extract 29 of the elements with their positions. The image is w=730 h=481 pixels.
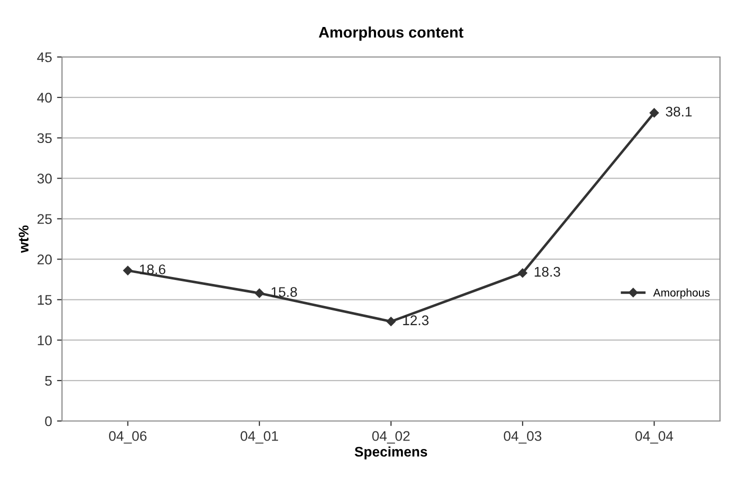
data-label: 15.8 bbox=[272, 287, 297, 297]
y-tick-label: 25 bbox=[38, 214, 52, 224]
point bbox=[650, 108, 659, 118]
y-tick-label: 5 bbox=[45, 376, 52, 386]
y-tick-label: 40 bbox=[37, 92, 52, 103]
point bbox=[254, 288, 264, 298]
y-tick-label: 0 bbox=[45, 416, 52, 426]
y-tick-label: 35 bbox=[37, 133, 52, 144]
point bbox=[123, 266, 132, 276]
chart-title: Amorphous content bbox=[318, 26, 464, 41]
y-tick-label: 45 bbox=[37, 52, 52, 62]
y-tick-label: 15 bbox=[38, 295, 52, 305]
y-axis-title: wt% bbox=[18, 225, 29, 253]
data-label: 18.3 bbox=[534, 266, 560, 277]
x-tick-label: 04_04 bbox=[635, 431, 674, 444]
data-label: 38.1 bbox=[666, 106, 692, 117]
x-tick-label: 04_01 bbox=[240, 431, 278, 444]
y-tick-label: 10 bbox=[38, 335, 52, 346]
x-axis-title: Specimens bbox=[354, 446, 428, 460]
data-label: 18.6 bbox=[140, 264, 166, 274]
x-tick-label: 04_02 bbox=[372, 431, 410, 444]
x-tick-label: 04_06 bbox=[109, 431, 146, 444]
point bbox=[386, 316, 396, 326]
y-tick-label: 30 bbox=[37, 174, 52, 184]
x-tick-label: 04_03 bbox=[504, 431, 542, 444]
data-label: 12.3 bbox=[403, 315, 429, 326]
point bbox=[518, 268, 528, 278]
legend-label: Amorphous bbox=[653, 288, 710, 299]
y-tick-label: 20 bbox=[38, 254, 52, 264]
